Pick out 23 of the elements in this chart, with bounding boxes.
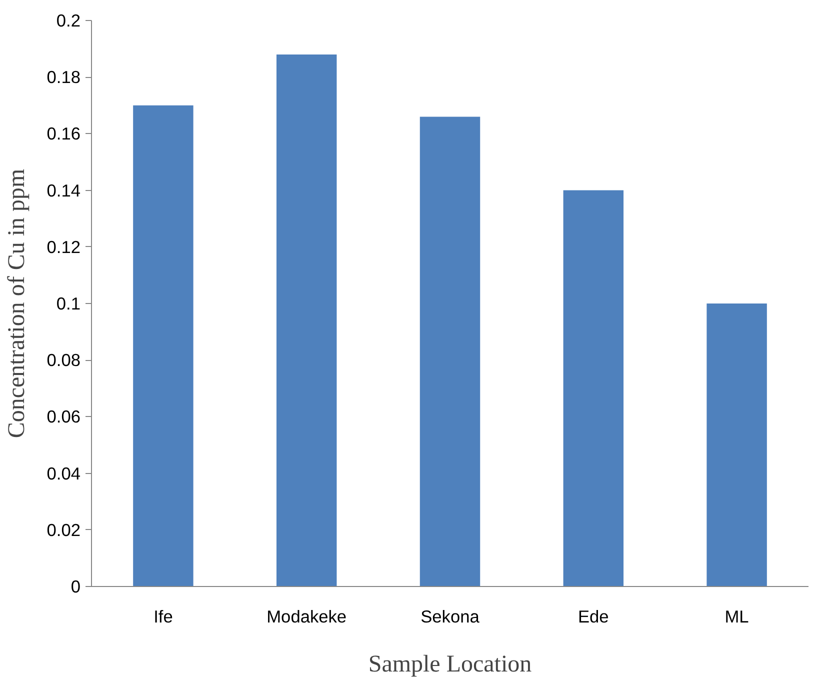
y-tick-label: 0.1: [56, 294, 81, 314]
y-tick-label: 0.02: [46, 520, 81, 540]
y-tick-label: 0.08: [46, 350, 81, 370]
y-tick-label: 0.14: [46, 180, 81, 200]
bar: [133, 105, 194, 586]
y-tick-label: 0.04: [46, 463, 81, 484]
y-tick-label: 0: [70, 576, 81, 596]
y-tick-label: 0.18: [46, 67, 81, 88]
y-tick-label: 0.12: [46, 236, 81, 257]
bar: [706, 304, 767, 586]
x-tick-label: Ede: [578, 606, 609, 626]
x-axis-title: Sample Location: [368, 652, 532, 678]
y-tick-label: 0.2: [56, 10, 81, 30]
y-tick-label: 0.06: [46, 406, 81, 427]
y-tick-label: 0.16: [46, 124, 81, 144]
x-tick-label: Sekona: [420, 606, 480, 626]
x-tick-label: Ife: [154, 606, 173, 626]
bar: [420, 116, 480, 586]
bar: [563, 190, 624, 586]
y-axis-title: Concentration of Cu in ppm: [4, 168, 30, 438]
bar: [276, 54, 337, 586]
x-tick-label: Modakeke: [266, 606, 347, 626]
x-tick-label: ML: [724, 606, 750, 626]
